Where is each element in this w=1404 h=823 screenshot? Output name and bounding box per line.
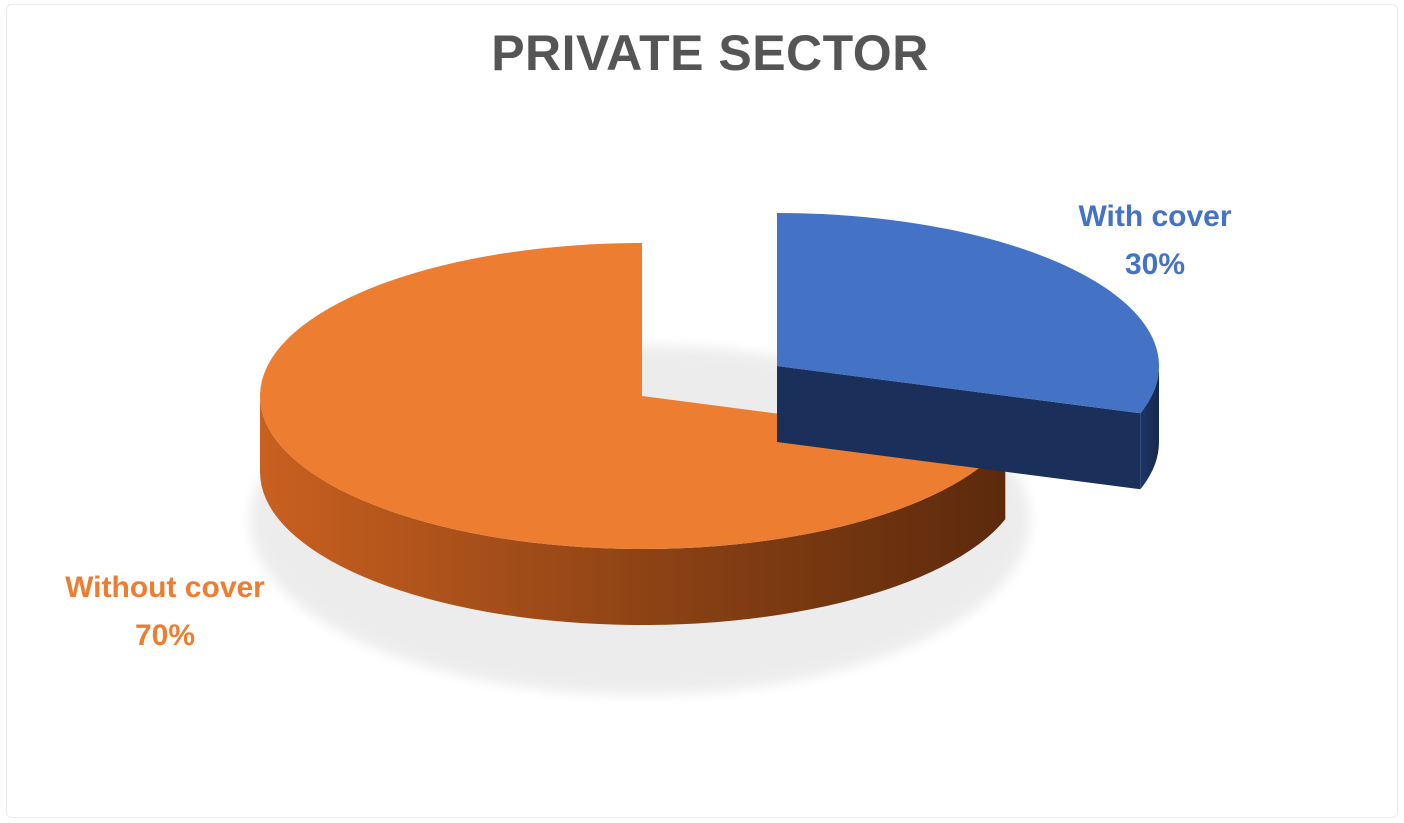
pie-slice-face-with-cover — [777, 366, 1141, 490]
value-label-with-cover: 30% — [1124, 248, 1186, 281]
data-label-without-cover: Without cover 70% — [30, 564, 300, 660]
pie-slice-side-with-cover — [1140, 366, 1159, 490]
chart-title: PRIVATE SECTOR — [491, 25, 929, 81]
category-label-without-cover: Without cover — [65, 571, 265, 604]
pie-slice-with-cover — [777, 213, 1160, 414]
category-label-with-cover: With cover — [1078, 200, 1232, 233]
data-label-with-cover: With cover 30% — [1040, 193, 1270, 289]
value-label-without-cover: 70% — [134, 619, 196, 652]
pie-slice-without-cover — [260, 243, 1006, 549]
pie-slice-side-without-cover — [259, 396, 1006, 626]
